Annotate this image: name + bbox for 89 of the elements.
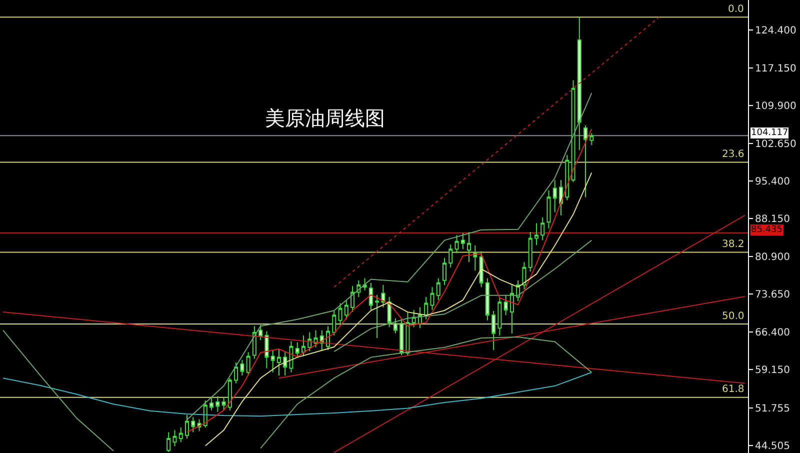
candlestick bbox=[178, 427, 183, 443]
candlestick bbox=[504, 294, 508, 316]
candlestick bbox=[485, 278, 490, 321]
candlestick bbox=[222, 396, 226, 411]
candlestick bbox=[203, 400, 208, 428]
candlestick bbox=[565, 154, 570, 201]
candlestick bbox=[528, 231, 532, 272]
y-tick-label: 102.650 bbox=[755, 138, 796, 150]
annotation: 61.8 bbox=[722, 384, 744, 395]
candlestick bbox=[522, 262, 526, 290]
candlestick bbox=[387, 296, 392, 328]
candlestick bbox=[301, 334, 306, 357]
candlestick bbox=[228, 378, 232, 411]
candlestick bbox=[492, 310, 496, 351]
candlestick bbox=[185, 414, 189, 439]
candlestick bbox=[584, 124, 588, 198]
candlestick bbox=[418, 306, 422, 329]
line-series bbox=[2, 372, 592, 417]
annotation: 50.0 bbox=[722, 311, 744, 322]
candlestick bbox=[258, 324, 263, 341]
candlestick bbox=[264, 330, 269, 369]
candlestick bbox=[240, 359, 244, 376]
y-tick-label: 59.150 bbox=[755, 365, 790, 376]
candlestick bbox=[270, 350, 275, 373]
candlestick bbox=[577, 16, 582, 151]
annotation: 38.2 bbox=[722, 239, 744, 250]
annotation: 23.6 bbox=[722, 149, 744, 160]
candlestick bbox=[552, 179, 557, 213]
candlestick bbox=[559, 179, 563, 216]
ref-line-label: 85.435 bbox=[751, 225, 782, 235]
candlestick bbox=[308, 332, 312, 352]
candlestick bbox=[332, 310, 336, 336]
candlestick bbox=[510, 284, 514, 334]
y-tick-label: 66.400 bbox=[755, 327, 790, 338]
line-series bbox=[334, 240, 592, 352]
candlestick bbox=[276, 349, 281, 376]
candlestick bbox=[546, 190, 551, 229]
y-tick-label: 88.150 bbox=[755, 214, 790, 226]
candlestick bbox=[430, 286, 434, 310]
candlestick bbox=[424, 296, 428, 320]
y-tick-label: 80.900 bbox=[755, 252, 790, 263]
candlestick bbox=[234, 362, 238, 384]
y-tick-label: 44.505 bbox=[755, 441, 790, 452]
candlestick bbox=[314, 330, 318, 348]
candlestick bbox=[368, 282, 373, 310]
line-series bbox=[260, 336, 592, 449]
candlestick bbox=[375, 294, 380, 339]
y-tick-label: 109.900 bbox=[755, 101, 796, 112]
candlestick bbox=[393, 318, 398, 334]
candlestick bbox=[283, 352, 288, 376]
candlestick bbox=[295, 342, 300, 358]
candlestick bbox=[460, 232, 465, 250]
candlestick bbox=[210, 396, 214, 411]
y-tick-label: 73.650 bbox=[755, 290, 790, 301]
annotation: 0.0 bbox=[728, 4, 744, 15]
candlestick bbox=[338, 302, 342, 326]
candlestick bbox=[172, 430, 177, 447]
y-tick-label: 124.400 bbox=[755, 26, 796, 37]
candlestick bbox=[571, 80, 576, 183]
candlestick bbox=[246, 352, 250, 376]
candlestick bbox=[473, 244, 478, 271]
candlestick bbox=[216, 396, 220, 412]
candlestick bbox=[540, 216, 545, 241]
candlestick bbox=[448, 244, 453, 268]
candlestick bbox=[381, 284, 386, 308]
candlestick bbox=[467, 231, 472, 263]
candlestick bbox=[289, 340, 294, 373]
candlestick bbox=[344, 300, 348, 320]
candlestick bbox=[400, 318, 404, 356]
candlestick bbox=[350, 286, 355, 313]
candlestick bbox=[498, 296, 502, 336]
candlestick bbox=[362, 278, 367, 291]
line-series bbox=[2, 330, 114, 452]
y-tick-label: 117.150 bbox=[755, 63, 796, 74]
candlestick bbox=[590, 132, 594, 146]
candlestick bbox=[406, 312, 410, 356]
candlestick bbox=[436, 278, 440, 301]
candlestick bbox=[252, 326, 256, 360]
candlestick bbox=[412, 309, 416, 328]
ref-line-label: 104.117 bbox=[751, 128, 788, 138]
candlestick bbox=[442, 257, 447, 286]
y-tick-label: 95.400 bbox=[755, 176, 790, 188]
text: 美原油周线图 bbox=[265, 106, 385, 130]
y-tick-label: 51.755 bbox=[755, 403, 790, 414]
candlestick bbox=[454, 234, 459, 254]
candlestick bbox=[191, 416, 196, 433]
candlestick bbox=[534, 222, 538, 246]
candlestick bbox=[479, 250, 484, 288]
line-series bbox=[204, 172, 592, 446]
